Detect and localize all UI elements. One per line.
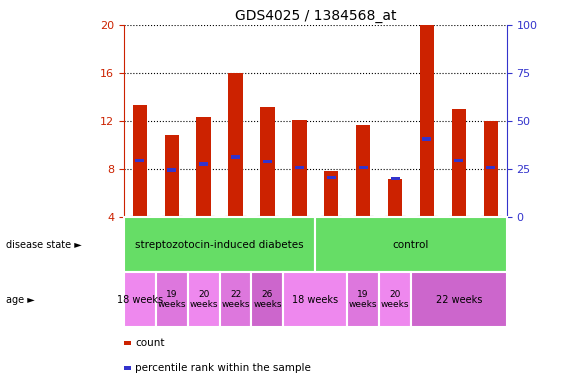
Text: 18 weeks: 18 weeks	[292, 295, 338, 305]
Bar	[199, 162, 208, 166]
Bar	[196, 118, 211, 217]
Bar	[135, 159, 144, 162]
Bar	[452, 109, 466, 217]
Bar	[422, 137, 431, 141]
Bar	[260, 107, 275, 217]
Bar	[231, 155, 240, 159]
Text: 20
weeks: 20 weeks	[189, 290, 218, 310]
Bar	[356, 124, 370, 217]
Text: disease state ►: disease state ►	[6, 240, 82, 250]
Text: streptozotocin-induced diabetes: streptozotocin-induced diabetes	[135, 240, 304, 250]
Bar	[391, 177, 400, 180]
Bar	[484, 121, 498, 217]
Text: control: control	[393, 240, 429, 250]
Bar	[327, 176, 336, 179]
Bar	[324, 171, 338, 217]
Text: age ►: age ►	[6, 295, 34, 305]
Bar	[229, 73, 243, 217]
Bar	[420, 25, 434, 217]
Text: 18 weeks: 18 weeks	[117, 295, 163, 305]
Bar	[359, 166, 368, 169]
Title: GDS4025 / 1384568_at: GDS4025 / 1384568_at	[235, 8, 396, 23]
Bar	[295, 166, 304, 169]
Bar	[167, 169, 176, 172]
Text: count: count	[135, 338, 164, 348]
Bar	[133, 105, 147, 217]
Bar	[263, 160, 272, 164]
Text: percentile rank within the sample: percentile rank within the sample	[135, 363, 311, 373]
Bar	[486, 166, 495, 169]
Text: 22
weeks: 22 weeks	[221, 290, 250, 310]
Text: 26
weeks: 26 weeks	[253, 290, 282, 310]
Bar	[454, 159, 463, 162]
Text: 22 weeks: 22 weeks	[436, 295, 482, 305]
Bar	[388, 179, 402, 217]
Text: 20
weeks: 20 weeks	[381, 290, 409, 310]
Bar	[292, 120, 306, 217]
Text: 19
weeks: 19 weeks	[349, 290, 377, 310]
Bar	[164, 136, 179, 217]
Text: 19
weeks: 19 weeks	[158, 290, 186, 310]
